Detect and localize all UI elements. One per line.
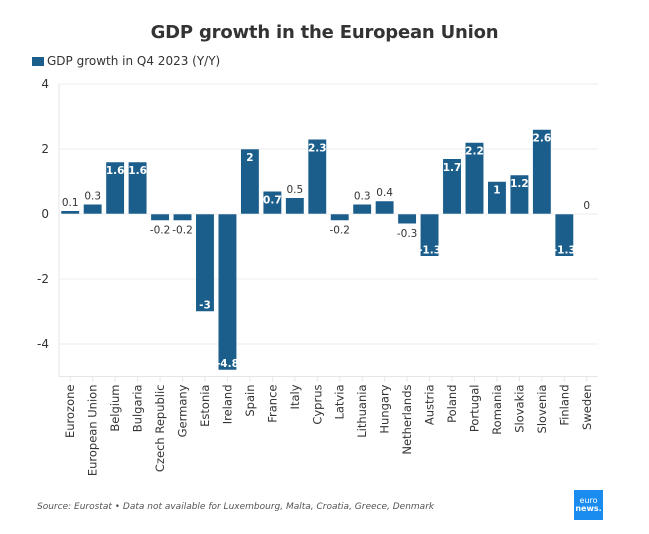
bar: [420, 213, 440, 257]
x-tick-label: Estonia: [198, 385, 212, 427]
x-tick-label: Netherlands: [400, 385, 414, 455]
bar: [330, 213, 350, 221]
data-label: 1.6: [128, 165, 147, 177]
data-label: -0.3: [397, 228, 418, 240]
y-tick-label: -2: [37, 272, 49, 286]
bar: [240, 148, 260, 215]
logo-line2: news.: [575, 504, 602, 513]
data-label: 0.3: [354, 190, 371, 202]
data-label: 0.3: [84, 190, 101, 202]
bar: [217, 213, 237, 371]
bar: [352, 204, 372, 215]
data-label: -0.2: [150, 225, 171, 237]
legend-swatch: [32, 56, 44, 66]
data-labels: 0.10.31.6 1.6-0.2 -0.2-3-4.820.70.52.3-0.2…: [62, 133, 590, 371]
bars: [60, 129, 574, 371]
y-tick-label: -4: [37, 337, 49, 351]
data-label: 0: [583, 200, 590, 212]
data-label: 0.4: [376, 187, 393, 199]
bar: [262, 191, 282, 215]
bar: [554, 213, 574, 257]
x-tick-label: Portugal: [467, 384, 481, 432]
y-tick-label: 2: [41, 142, 49, 156]
x-tick-label: France: [265, 385, 279, 423]
bar: [173, 213, 192, 221]
bar: [397, 213, 417, 224]
bar: [83, 204, 103, 215]
bar: [465, 142, 484, 215]
data-label: -3: [199, 300, 211, 312]
x-tick-label: Cyprus: [310, 385, 324, 425]
data-label: 1: [493, 185, 500, 197]
legend-label: GDP growth in Q4 2023 (Y/Y): [47, 54, 221, 68]
bar: [375, 200, 395, 215]
data-label: 0.5: [286, 184, 303, 196]
data-label: -4.8: [216, 358, 239, 370]
bar: [150, 213, 170, 221]
data-label: 2.2: [465, 146, 484, 158]
bar: [285, 197, 305, 215]
data-label: 2.6: [533, 133, 552, 145]
x-tick-label: Ireland: [220, 385, 234, 425]
x-tick-label: Sweden: [580, 385, 594, 430]
x-tick-label: Austria: [423, 385, 437, 426]
logo-line1: euro: [579, 496, 598, 505]
bar: [442, 158, 462, 215]
data-label: 2.3: [308, 142, 327, 154]
bar: [60, 210, 80, 215]
legend: GDP growth in Q4 2023 (Y/Y): [32, 54, 220, 68]
data-label: 1.6: [106, 165, 125, 177]
data-label: 0.7: [263, 194, 282, 206]
bar: [487, 181, 507, 215]
x-tick-label: Hungary: [378, 384, 392, 433]
chart-title: GDP growth in the European Union: [150, 22, 499, 43]
x-tick-label: European Union: [86, 385, 100, 477]
x-tick-label: Eurozone: [63, 385, 77, 439]
data-label: -1.3: [553, 244, 576, 256]
x-tick-label: Slovakia: [512, 385, 526, 433]
x-tick-label: Lithuania: [355, 385, 369, 438]
x-tick-label: Spain: [243, 385, 257, 417]
data-label: -1.3: [418, 244, 441, 256]
x-tick-label: Germany: [176, 384, 190, 437]
y-tick-label: 0: [41, 207, 49, 221]
source-note: Source: Eurostat • Data not available fo…: [37, 502, 435, 512]
data-label: 0.1: [62, 197, 79, 209]
bar: [195, 213, 215, 312]
bar: [128, 161, 148, 215]
y-tick-label: 4: [41, 77, 49, 91]
data-label: 1.2: [510, 178, 529, 190]
data-label: -0.2: [329, 225, 350, 237]
x-tick-label: Latvia: [333, 385, 347, 420]
x-tick-label: Bulgaria: [131, 385, 145, 433]
x-tick-label: Italy: [288, 384, 302, 409]
y-axis-ticks: 4 2 0 -2 -4: [37, 77, 49, 351]
data-label: -0.2: [172, 225, 193, 237]
x-tick-label: Finland: [557, 385, 571, 426]
x-axis-ticks: Eurozone European Union Belgium Bulgaria Cze…: [63, 376, 594, 477]
euronews-logo: euro news.: [574, 490, 603, 520]
data-label: 1.7: [443, 162, 462, 174]
bar: [509, 174, 529, 215]
bar: [532, 129, 552, 215]
gridlines: [58, 83, 598, 377]
x-tick-label: Poland: [445, 385, 459, 423]
x-tick-label: Romania: [490, 385, 504, 435]
x-tick-label: Czech Republic: [153, 385, 167, 473]
bar: [105, 161, 125, 215]
x-tick-label: Slovenia: [535, 385, 549, 434]
x-tick-label: Belgium: [108, 385, 122, 432]
data-label: 2: [246, 152, 253, 164]
bar: [307, 139, 327, 215]
